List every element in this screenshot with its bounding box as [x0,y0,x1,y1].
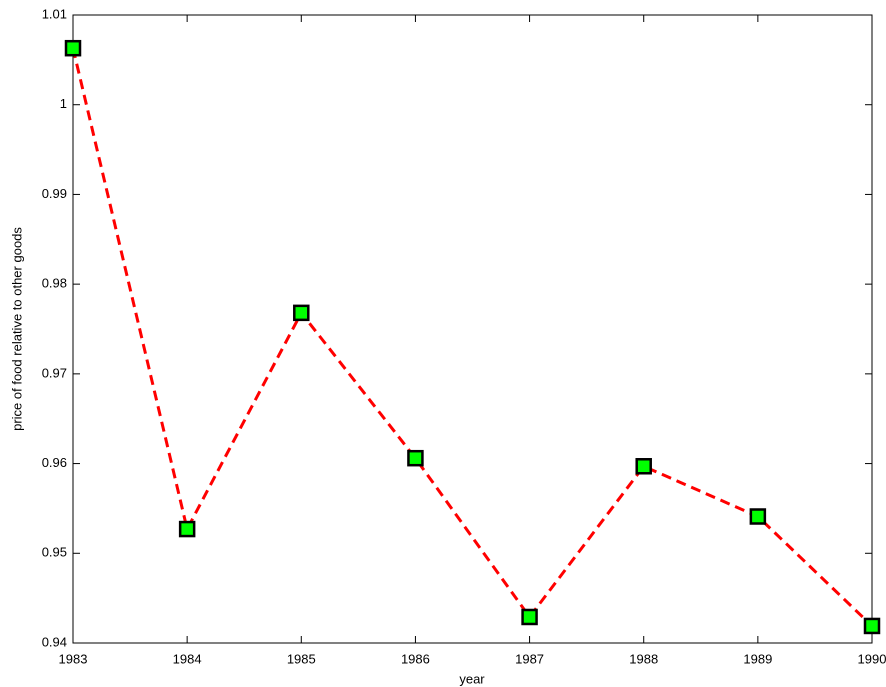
data-point [521,608,538,626]
data-point [64,39,82,57]
y-tick-label: 1 [60,96,67,111]
x-tick-label: 1985 [287,651,316,666]
data-point [407,449,424,467]
x-tick-label: 1986 [401,651,430,666]
y-tick-label: 0.95 [42,545,67,560]
y-tick-label: 0.96 [42,455,67,470]
x-tick-label: 1989 [743,651,772,666]
data-point [749,508,767,525]
data-point [863,617,881,635]
data-point [635,458,652,475]
x-axis-label: year [459,671,485,686]
x-tick-label: 1983 [59,651,88,666]
y-tick-label: 0.99 [42,186,67,201]
plot-frame [72,14,873,644]
y-tick-label: 0.98 [42,276,67,291]
y-axis-label: price of food relative to other goods [9,227,24,431]
y-tick-label: 0.97 [42,365,67,380]
y-tick-label: 0.94 [42,634,67,649]
y-tick-label: 1.01 [42,6,67,21]
data-point [293,304,310,322]
data-point [178,520,196,538]
x-tick-label: 1990 [858,651,886,666]
x-tick-label: 1984 [173,651,202,666]
x-tick-label: 1988 [629,651,658,666]
data-line [71,47,874,628]
x-tick-label: 1987 [515,651,544,666]
